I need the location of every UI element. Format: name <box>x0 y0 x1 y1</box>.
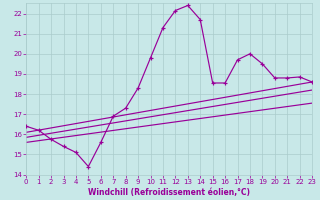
X-axis label: Windchill (Refroidissement éolien,°C): Windchill (Refroidissement éolien,°C) <box>88 188 250 197</box>
